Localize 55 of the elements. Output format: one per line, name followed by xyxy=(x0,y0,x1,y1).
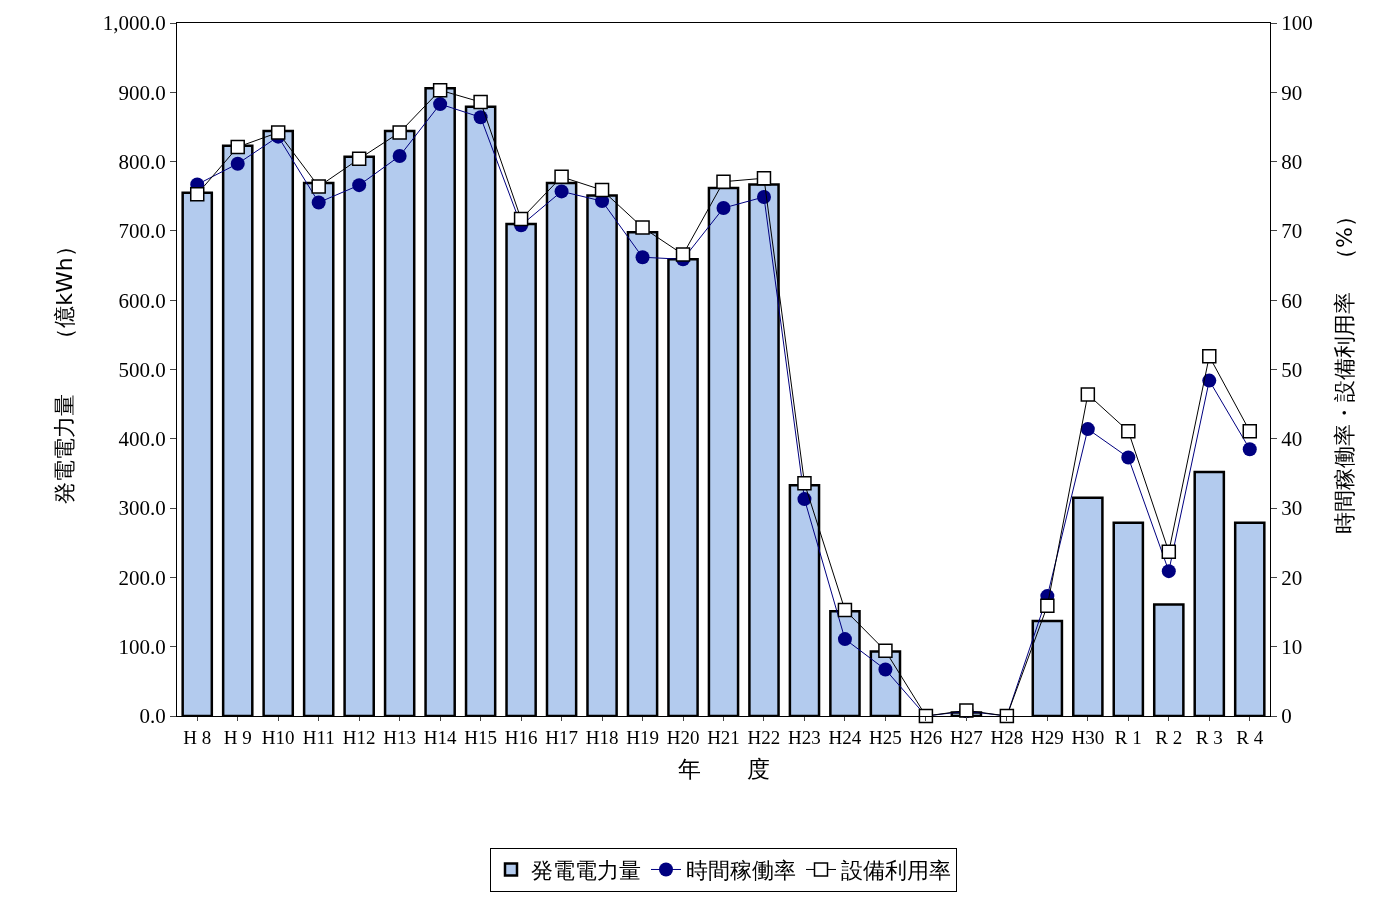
x-tick-label: H23 xyxy=(788,726,821,748)
y2-tick-label: 30 xyxy=(1281,496,1303,521)
y-tick-label: 600.0 xyxy=(118,288,166,313)
x-tick-label: R 1 xyxy=(1114,726,1142,748)
x-tick-label: H11 xyxy=(302,726,335,748)
y-tick-label: 100.0 xyxy=(118,635,166,660)
x-tick-label: R 4 xyxy=(1236,726,1264,748)
y-tick-label: 200.0 xyxy=(118,565,166,590)
x-tick-label: H29 xyxy=(1030,726,1064,748)
x-tick-label: H 9 xyxy=(223,726,252,748)
x-tick-label: H24 xyxy=(828,726,862,748)
y-tick-label: 400.0 xyxy=(118,427,166,452)
x-tick-label: H16 xyxy=(504,726,538,748)
x-tick-label: H22 xyxy=(747,726,781,748)
y-tick-label: 500.0 xyxy=(118,357,166,382)
legend-label: 設備利用率 xyxy=(841,858,951,884)
y2-tick-label: 0 xyxy=(1281,704,1292,729)
y-tick-label: 800.0 xyxy=(118,149,166,174)
x-tick-label: H26 xyxy=(909,726,943,748)
x-tick-label: H12 xyxy=(342,726,376,748)
x-tick-label: H20 xyxy=(666,726,700,748)
legend-label: 発電電力量 xyxy=(531,858,641,884)
y2-tick-label: 50 xyxy=(1281,357,1303,382)
x-tick-label: H13 xyxy=(383,726,417,748)
y2-tick-label: 80 xyxy=(1281,149,1303,174)
y-tick-label: 900.0 xyxy=(118,80,166,105)
y-axis-title: 発電電力量 （億kWh） xyxy=(51,235,77,504)
x-tick-label: H28 xyxy=(990,726,1024,748)
y2-axis-title: 時間稼働率・設備利用率 （%） xyxy=(1331,205,1357,534)
x-tick-label: H25 xyxy=(869,726,902,748)
y2-tick-label: 90 xyxy=(1281,80,1303,105)
x-tick-label: H15 xyxy=(464,726,497,748)
x-tick-label: R 2 xyxy=(1155,726,1183,748)
y-tick-label: 700.0 xyxy=(118,219,166,244)
y2-tick-label: 100 xyxy=(1281,11,1313,36)
x-tick-label: H30 xyxy=(1071,726,1105,748)
legend-label: 時間稼働率 xyxy=(686,858,796,884)
y2-tick-label: 60 xyxy=(1281,288,1303,313)
y2-tick-label: 10 xyxy=(1281,635,1303,660)
x-tick-label: R 3 xyxy=(1195,726,1223,748)
x-tick-label: H10 xyxy=(261,726,295,748)
y2-tick-label: 70 xyxy=(1281,219,1303,244)
x-tick-label: H 8 xyxy=(183,726,212,748)
y2-tick-label: 40 xyxy=(1281,427,1303,452)
y-tick-label: 1,000.0 xyxy=(102,11,166,36)
y2-tick-label: 20 xyxy=(1281,565,1303,590)
x-tick-label: H17 xyxy=(545,726,578,748)
x-tick-label: H14 xyxy=(423,726,457,748)
x-tick-label: H18 xyxy=(585,726,619,748)
x-tick-label: H27 xyxy=(950,726,983,748)
y-tick-label: 300.0 xyxy=(118,496,166,521)
x-tick-label: H21 xyxy=(707,726,740,748)
x-axis-title: 年 度 xyxy=(677,756,770,783)
x-tick-label: H19 xyxy=(626,726,659,748)
y-tick-label: 0.0 xyxy=(139,704,166,729)
